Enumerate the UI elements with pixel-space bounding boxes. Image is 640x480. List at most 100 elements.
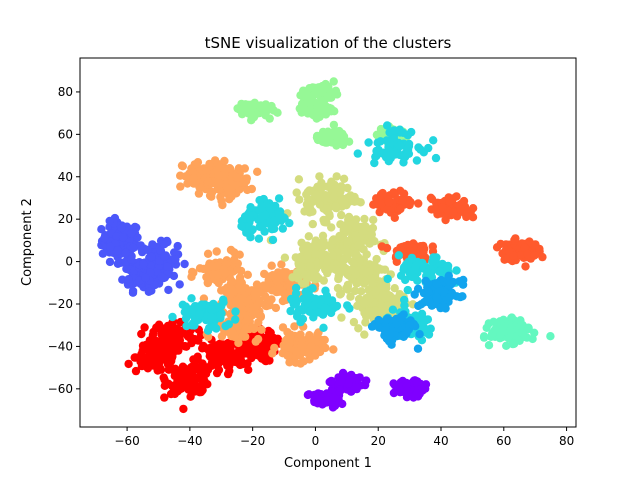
scatter-point-cluster-3 [305, 197, 315, 206]
scatter-point-cluster-6 [383, 121, 392, 130]
scatter-point-cluster-0 [124, 275, 133, 284]
scatter-point-cluster-3 [337, 313, 346, 322]
x-axis: −60 −40 −20 0 20 40 60 80 [114, 427, 574, 448]
scatter-point-cluster-2 [243, 315, 252, 324]
scatter-point-cluster-6 [270, 216, 279, 225]
scatter-point-cluster-2 [292, 347, 301, 356]
scatter-point-cluster-2 [177, 161, 187, 170]
scatter-point-cluster-6 [411, 261, 420, 271]
scatter-point-cluster-6 [255, 196, 264, 205]
scatter-point-cluster-6 [429, 136, 438, 145]
scatter-point-cluster-7 [445, 293, 454, 302]
scatter-point-cluster-3 [325, 241, 335, 250]
scatter-point-cluster-6 [291, 299, 301, 308]
scatter-point-cluster-1 [243, 359, 252, 368]
scatter-point-cluster-1 [244, 365, 253, 374]
scatter-point-cluster-3 [354, 324, 363, 333]
scatter-point-cluster-6 [395, 141, 405, 151]
scatter-point-cluster-7 [413, 284, 423, 293]
scatter-point-cluster-2 [248, 323, 257, 332]
scatter-point-cluster-2 [277, 260, 286, 269]
scatter-point-cluster-9 [412, 377, 421, 387]
scatter-point-cluster-2 [243, 270, 252, 279]
plot-frame [79, 57, 577, 428]
scatter-point-cluster-6 [320, 303, 330, 313]
scatter-point-cluster-7 [458, 280, 468, 289]
scatter-point-cluster-2 [272, 287, 281, 297]
scatter-point-cluster-2 [228, 277, 237, 286]
scatter-point-cluster-6 [187, 294, 196, 303]
scatter-point-cluster-0 [112, 232, 121, 241]
scatter-point-cluster-2 [229, 287, 238, 296]
scatter-point-cluster-3 [315, 172, 324, 181]
scatter-point-cluster-1 [256, 343, 265, 352]
scatter-point-cluster-3 [303, 251, 312, 260]
x-tick-label: −40 [177, 434, 202, 448]
scatter-point-cluster-2 [212, 247, 221, 256]
scatter-point-cluster-3 [364, 307, 374, 316]
y-tick-label: 80 [58, 85, 73, 99]
scatter-point-cluster-3 [365, 267, 374, 276]
scatter-point-cluster-0 [164, 285, 173, 295]
scatter-point-cluster-0 [97, 225, 106, 234]
scatter-point-cluster-6 [219, 298, 228, 307]
scatter-point-cluster-1 [167, 353, 177, 362]
scatter-point-cluster-6 [332, 302, 341, 311]
scatter-point-cluster-3 [332, 172, 341, 181]
scatter-point-cluster-2 [296, 330, 305, 339]
scatter-point-cluster-1 [142, 355, 152, 364]
scatter-point-cluster-3 [327, 264, 336, 273]
scatter-point-cluster-1 [142, 340, 151, 350]
scatter-point-cluster-6 [190, 302, 200, 311]
scatter-point-cluster-2 [181, 172, 190, 181]
scatter-point-cluster-2 [320, 335, 329, 345]
scatter-point-cluster-1 [160, 393, 169, 402]
scatter-point-cluster-1 [176, 369, 185, 378]
x-tick-label: 80 [559, 434, 574, 448]
scatter-point-cluster-8 [484, 319, 493, 328]
scatter-point-cluster-6 [403, 285, 412, 295]
scatter-point-cluster-6 [207, 312, 216, 322]
scatter-point-cluster-5 [530, 251, 539, 260]
scatter-point-cluster-3 [319, 242, 328, 251]
scatter-point-cluster-2 [203, 249, 213, 258]
scatter-point-cluster-1 [207, 358, 217, 368]
scatter-point-cluster-3 [296, 265, 305, 275]
scatter-point-cluster-6 [182, 321, 191, 331]
scatter-point-cluster-1 [169, 384, 178, 393]
scatter-point-cluster-6 [308, 284, 317, 293]
scatter-point-cluster-3 [351, 249, 361, 259]
scatter-point-cluster-6 [428, 257, 437, 266]
scatter-point-cluster-1 [195, 388, 204, 397]
scatter-point-cluster-2 [290, 322, 299, 331]
scatter-point-cluster-3 [335, 231, 344, 241]
scatter-point-cluster-1 [178, 376, 188, 386]
scatter-point-cluster-1 [153, 346, 163, 355]
scatter-point-cluster-1 [223, 359, 232, 368]
scatter-point-cluster-6 [327, 296, 337, 305]
scatter-point-cluster-1 [143, 364, 153, 373]
scatter-point-cluster-3 [349, 317, 359, 327]
scatter-point-cluster-6 [319, 323, 328, 332]
scatter-point-cluster-1 [167, 333, 176, 343]
scatter-point-cluster-7 [413, 344, 423, 353]
y-axis: −60 −40 −20 0 20 40 60 80 [48, 85, 80, 396]
scatter-point-cluster-2 [243, 185, 252, 195]
scatter-point-cluster-2 [208, 261, 217, 271]
scatter-point-cluster-2 [307, 342, 316, 351]
scatter-point-cluster-2 [213, 271, 222, 280]
scatter-point-cluster-2 [205, 159, 214, 169]
scatter-point-cluster-5 [456, 205, 465, 214]
scatter-point-cluster-3 [346, 191, 355, 200]
scatter-point-cluster-3 [295, 195, 304, 204]
scatter-point-cluster-3 [337, 210, 346, 220]
scatter-point-cluster-3 [311, 242, 320, 251]
scatter-point-cluster-2 [201, 167, 211, 176]
scatter-point-cluster-5 [438, 203, 447, 212]
scatter-point-cluster-6 [274, 194, 284, 203]
y-tick-label: 40 [58, 170, 73, 184]
scatter-point-cluster-6 [390, 150, 399, 159]
scatter-point-cluster-7 [382, 315, 391, 325]
scatter-point-cluster-3 [311, 249, 320, 258]
scatter-point-cluster-1 [130, 353, 139, 362]
